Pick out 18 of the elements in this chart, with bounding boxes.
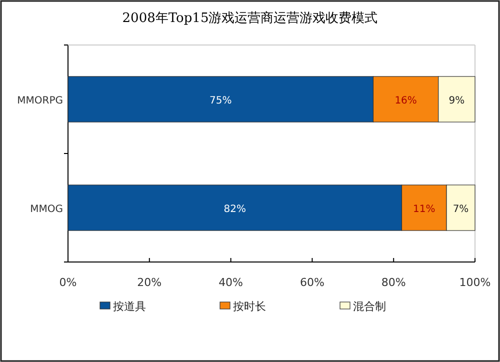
x-tick-label: 20% [137,276,162,289]
data-label: 9% [448,95,465,106]
x-tick-label: 60% [300,276,324,289]
y-tick-label: MMORPG [17,95,63,106]
x-tick-label: 80% [381,276,406,289]
data-label: 16% [394,95,417,106]
data-label: 82% [224,204,246,215]
x-tick-label: 40% [218,276,244,289]
data-label: 11% [413,204,436,215]
legend-label: 按时长 [233,300,266,313]
x-tick-label: 100% [459,276,491,289]
y-tick-label: MMOG [30,204,63,215]
chart-title: 2008年Top15游戏运营商运营游戏收费模式 [122,11,378,26]
data-label: 7% [452,204,469,215]
legend-label: 混合制 [353,300,386,313]
x-tick-label: 0% [59,276,77,289]
legend-label: 按道具 [113,300,146,313]
data-label: 75% [210,95,232,106]
